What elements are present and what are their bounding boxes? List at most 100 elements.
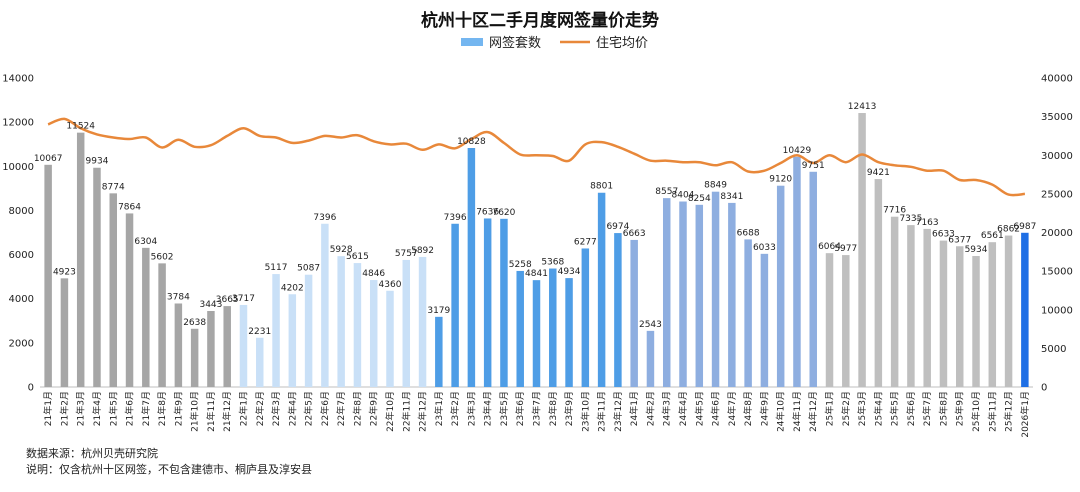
left-axis-tick: 6000: [9, 250, 34, 261]
bar: [272, 274, 280, 387]
bar: [760, 253, 769, 387]
bar: [549, 268, 557, 387]
bar-value-label: 8341: [720, 192, 743, 202]
bar: [679, 201, 687, 387]
right-axis-tick: 15000: [1041, 267, 1073, 278]
bar-value-label: 8404: [672, 191, 695, 201]
bar-value-label: 4846: [362, 269, 385, 279]
bar-value-label: 5934: [965, 245, 988, 255]
x-tick-label: 23年9月: [563, 391, 575, 426]
x-tick-label: 25年1月: [824, 391, 836, 426]
bar-value-label: 6633: [932, 230, 955, 240]
x-tick-label: 24年5月: [693, 391, 705, 426]
bar-value-label: 7396: [313, 213, 336, 223]
bar: [939, 240, 948, 387]
bar: [386, 290, 394, 387]
left-axis-tick: 14000: [2, 74, 34, 85]
price-line: [47, 117, 1026, 197]
legend-label-line: 住宅均价: [596, 36, 648, 51]
left-axis-tick: 2000: [9, 338, 34, 349]
bar: [402, 259, 411, 387]
x-tick-label: 22年11月: [400, 391, 412, 432]
bar: [630, 239, 638, 387]
bar: [467, 148, 476, 387]
bar: [809, 171, 817, 387]
x-tick-label: 25年3月: [856, 391, 868, 426]
bar: [76, 132, 85, 387]
legend-swatch-bar: [461, 38, 483, 46]
bar-value-label: 5258: [509, 260, 532, 270]
bar: [500, 218, 508, 387]
bar: [516, 270, 524, 387]
bar: [923, 228, 931, 387]
bar-value-label: 5757: [395, 249, 418, 259]
bar-value-label: 8557: [655, 187, 678, 197]
bar-value-label: 8801: [590, 182, 613, 192]
bar-value-label: 6561: [981, 231, 1004, 241]
chart-title: 杭州十区二手月度网签量价走势: [421, 10, 659, 31]
bar-value-label: 7864: [118, 202, 141, 212]
bar-value-label: 3179: [427, 306, 450, 316]
bar-value-label: 11524: [66, 122, 95, 132]
x-tick-label: 21年4月: [91, 391, 103, 426]
right-axis-tick: 0: [1041, 383, 1047, 394]
bar: [890, 216, 899, 387]
x-tick-label: 25年5月: [889, 391, 901, 426]
x-tick-label: 23年3月: [465, 391, 477, 426]
bar: [223, 306, 231, 387]
x-tick-label: 22年5月: [303, 391, 315, 426]
bar-value-label: 9120: [769, 175, 792, 185]
bar-value-label: 7396: [444, 213, 467, 223]
bar-value-label: 5977: [834, 244, 857, 254]
bar: [1004, 235, 1013, 387]
bar: [907, 225, 915, 387]
bar: [142, 247, 150, 387]
bar: [972, 256, 980, 387]
footer-source: 数据来源：杭州贝壳研究院: [26, 447, 158, 460]
bar: [874, 179, 883, 387]
right-axis-tick: 10000: [1041, 305, 1073, 316]
x-tick-label: 23年12月: [612, 391, 624, 432]
x-tick-label: 25年7月: [921, 391, 933, 426]
bar: [1021, 232, 1029, 387]
bar: [207, 311, 215, 387]
bar-series: [44, 113, 1029, 388]
left-axis-tick: 12000: [2, 118, 34, 129]
bar: [158, 263, 166, 387]
x-tick-label: 23年8月: [547, 391, 559, 426]
x-tick-label: 22年9月: [368, 391, 380, 426]
bar-value-label: 8774: [102, 182, 125, 192]
x-tick-label: 22年3月: [270, 391, 282, 426]
bar: [369, 280, 378, 387]
bar: [646, 330, 655, 387]
legend: 网签套数 住宅均价: [461, 35, 648, 51]
bar: [337, 256, 345, 387]
bar-value-label: 9421: [867, 168, 890, 178]
bar: [60, 278, 69, 387]
right-axis-tick: 30000: [1041, 151, 1073, 162]
x-tick-label: 25年4月: [872, 391, 884, 426]
x-tick-label: 21年8月: [156, 391, 168, 426]
footer-note: 说明：仅含杭州十区网签，不包含建德市、桐庐县及淳安县: [26, 463, 312, 476]
x-tick-label: 22年4月: [286, 391, 298, 426]
x-tick-label: 21年1月: [42, 391, 54, 426]
x-tick-label: 23年4月: [482, 391, 494, 426]
bar-value-label: 6974: [606, 222, 629, 232]
x-tick-label: 24年12月: [807, 391, 819, 432]
left-axis-tick: 10000: [2, 162, 34, 173]
x-tick-label: 24年3月: [661, 391, 673, 426]
x-tick-label: 22年12月: [417, 391, 429, 432]
bar-value-label: 9751: [802, 161, 825, 171]
x-tick-label: 22年10月: [384, 391, 396, 432]
bar: [418, 256, 427, 387]
bar-value-label: 6033: [753, 243, 776, 253]
bar: [956, 246, 964, 387]
x-tick-label: 25年12月: [1003, 391, 1015, 432]
bar: [190, 328, 199, 387]
bar: [288, 294, 297, 387]
bar-value-label: 5615: [346, 252, 369, 262]
bar: [256, 337, 264, 387]
price-line-series: [47, 117, 1026, 197]
bar: [451, 223, 459, 387]
right-axis-tick: 20000: [1041, 228, 1073, 239]
